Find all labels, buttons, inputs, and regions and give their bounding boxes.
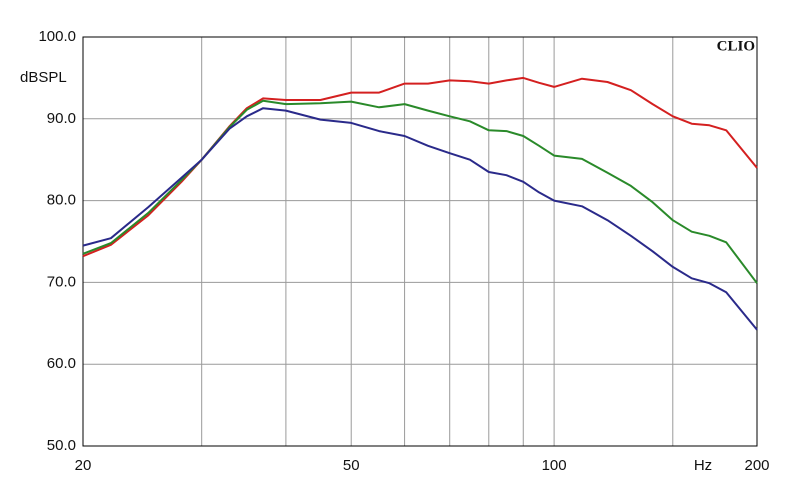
x-tick-label: 50 (343, 457, 360, 474)
x-axis-label: Hz (694, 457, 712, 474)
y-tick-label: 90.0 (47, 110, 76, 127)
x-tick-label: 200 (744, 457, 769, 474)
x-tick-label: 20 (75, 457, 92, 474)
y-axis-label: dBSPL (20, 69, 67, 86)
x-tick-label: 100 (542, 457, 567, 474)
y-tick-label: 100.0 (38, 28, 76, 45)
annotation: CLIO (717, 38, 755, 54)
series-line (82, 107, 758, 331)
y-tick-label: 50.0 (47, 437, 76, 454)
plot-frame (82, 36, 758, 447)
y-tick-label: 80.0 (47, 192, 76, 209)
y-tick-label: 70.0 (47, 273, 76, 290)
y-tick-label: 60.0 (47, 355, 76, 372)
